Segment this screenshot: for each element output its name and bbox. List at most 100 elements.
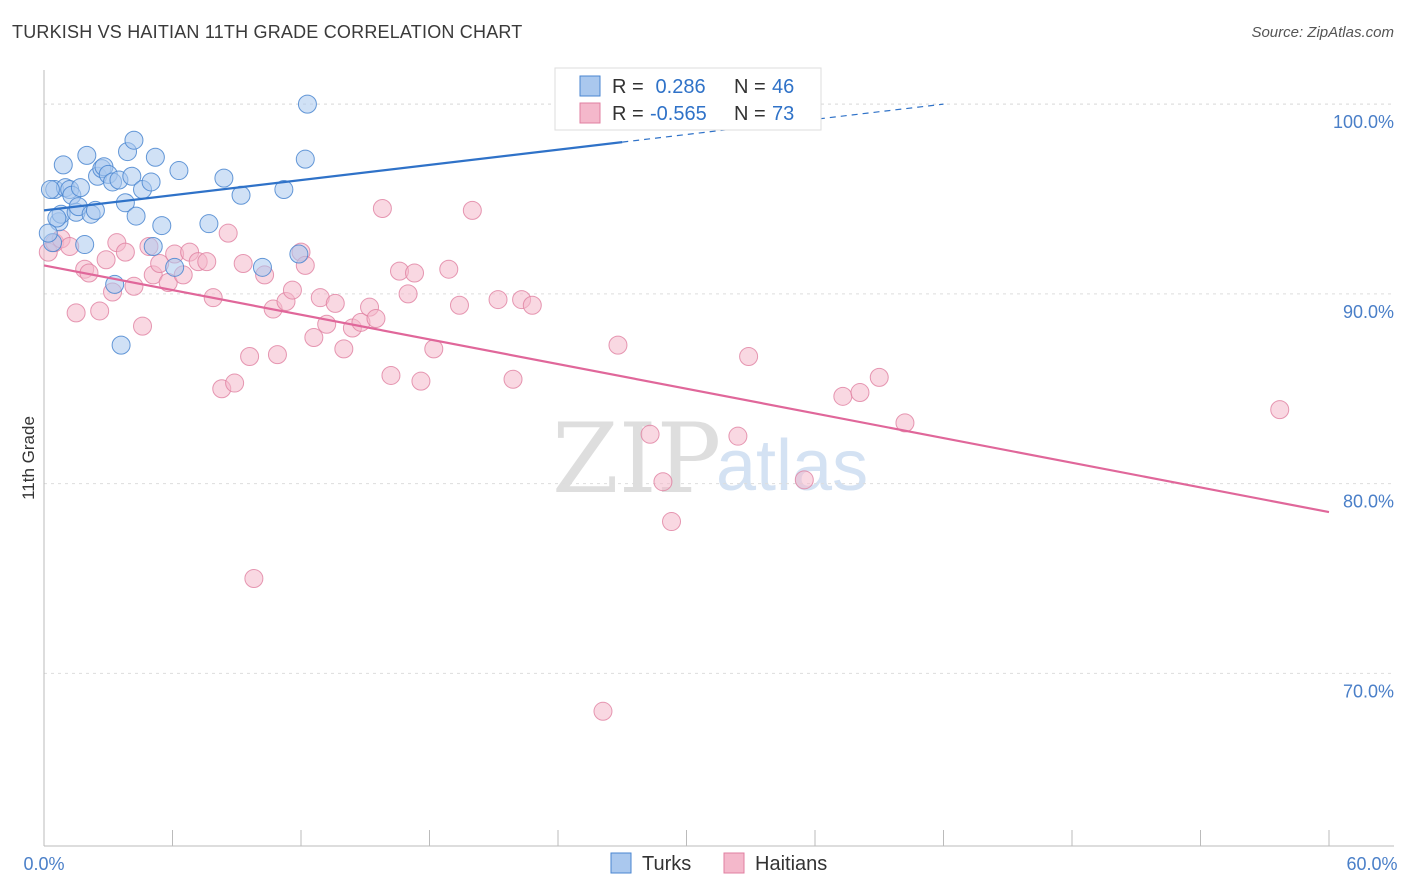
legend-r-label-2: R = — [612, 103, 644, 125]
haitians-point-69 — [850, 383, 870, 403]
haitians-point-56 — [488, 290, 508, 310]
haitians-point-67 — [794, 470, 814, 490]
x-tick-label-min: 0.0% — [23, 854, 64, 874]
haitians-point-57 — [503, 369, 523, 389]
y-tick-labels: 70.0% 80.0% 90.0% 100.0% — [1333, 112, 1394, 701]
x-tick-label-max: 60.0% — [1346, 854, 1397, 874]
turks-point-40 — [295, 149, 315, 169]
haitians-point-52 — [424, 339, 444, 359]
legend-r-label-1: R = — [612, 76, 644, 98]
watermark-zip: ZIP — [552, 403, 721, 515]
y-tick-label-70: 70.0% — [1343, 681, 1394, 701]
haitians-point-47 — [381, 365, 401, 385]
haitians-point-12 — [124, 276, 144, 296]
haitians-point-29 — [244, 568, 264, 588]
haitians-trendline — [43, 264, 1330, 514]
haitians-point-59 — [522, 295, 542, 315]
turks-point-9 — [70, 178, 90, 198]
haitians-point-45 — [366, 309, 386, 329]
haitians-point-40 — [325, 293, 345, 313]
haitians-point-50 — [405, 263, 425, 283]
haitians-point-55 — [462, 200, 482, 220]
source-label: Source: ZipAtlas.com — [1251, 24, 1394, 41]
y-tick-label-80: 80.0% — [1343, 492, 1394, 512]
turks-point-26 — [124, 130, 144, 150]
turks-point-35 — [214, 168, 234, 188]
turks-point-33 — [169, 161, 189, 181]
haitians-point-54 — [449, 295, 469, 315]
haitians-point-27 — [233, 254, 253, 274]
turks-point-3 — [53, 155, 73, 175]
haitians-point-7 — [90, 301, 110, 321]
bottom-legend-swatch-haitians — [723, 852, 745, 874]
turks-point-28 — [141, 172, 161, 192]
haitians-point-22 — [197, 252, 217, 272]
haitians-point-25 — [218, 223, 238, 243]
correlation-legend: R = 0.286 N = 46 R = -0.565 N = 73 — [554, 67, 822, 131]
turks-point-10 — [75, 235, 95, 255]
haitians-point-68 — [833, 386, 853, 406]
legend-n-value-2: 73 — [772, 103, 794, 125]
haitians-point-65 — [728, 426, 748, 446]
haitians-point-13 — [133, 316, 153, 336]
turks-point-34 — [199, 214, 219, 234]
turks-point-31 — [152, 216, 172, 236]
turks-point-32 — [165, 257, 185, 277]
haitians-point-41 — [334, 339, 354, 359]
turks-point-21 — [111, 335, 131, 355]
haitians-point-46 — [372, 199, 392, 219]
turks-point-30 — [143, 236, 163, 256]
haitians-point-63 — [653, 472, 673, 492]
bottom-legend-haitians: Haitians — [755, 853, 827, 875]
haitians-point-8 — [96, 250, 116, 270]
haitians-point-51 — [411, 371, 431, 391]
turks-trendline-extension — [622, 103, 944, 143]
haitians-point-49 — [398, 284, 418, 304]
haitians-point-60 — [593, 701, 613, 721]
haitians-point-61 — [608, 335, 628, 355]
haitians-point-37 — [304, 328, 324, 348]
legend-r-value-2: -0.565 — [650, 103, 707, 125]
turks-trendline — [43, 141, 623, 212]
turks-points — [38, 94, 317, 355]
trendlines — [43, 103, 1330, 514]
legend-swatch-haitians — [579, 102, 601, 124]
legend-n-label-2: N = — [734, 103, 766, 125]
turks-point-38 — [274, 180, 294, 200]
haitians-point-64 — [662, 512, 682, 532]
haitians-point-4 — [66, 303, 86, 323]
haitians-point-62 — [640, 424, 660, 444]
turks-point-37 — [252, 257, 272, 277]
haitians-point-28 — [240, 346, 260, 366]
turks-point-29 — [145, 147, 165, 167]
haitians-point-70 — [869, 367, 889, 387]
legend-r-value-1: 0.286 — [650, 76, 706, 98]
haitians-point-34 — [282, 280, 302, 300]
turks-point-41 — [297, 94, 317, 114]
turks-point-45 — [38, 223, 58, 243]
haitians-point-32 — [267, 345, 287, 365]
series-legend: Turks Haitians — [610, 852, 827, 875]
turks-point-39 — [289, 244, 309, 264]
haitians-points — [38, 199, 1290, 721]
haitians-point-26 — [225, 373, 245, 393]
legend-n-label-1: N = — [734, 76, 766, 98]
haitians-point-53 — [439, 259, 459, 279]
legend-n-value-1: 46 — [772, 76, 794, 98]
legend-swatch-turks — [579, 75, 601, 97]
bottom-legend-turks: Turks — [642, 853, 691, 875]
turks-point-11 — [77, 145, 97, 165]
haitians-point-66 — [739, 346, 759, 366]
turks-point-25 — [126, 206, 146, 226]
chart-title: TURKISH VS HAITIAN 11TH GRADE CORRELATIO… — [12, 22, 523, 42]
x-ticks — [172, 830, 1330, 846]
turks-point-24 — [122, 166, 142, 186]
axes — [43, 70, 1394, 847]
haitians-point-71 — [895, 413, 915, 433]
haitians-point-72 — [1270, 400, 1290, 420]
turks-point-42 — [40, 180, 60, 200]
y-tick-label-100: 100.0% — [1333, 112, 1394, 132]
bottom-legend-swatch-turks — [610, 852, 632, 874]
haitians-point-11 — [115, 242, 135, 262]
